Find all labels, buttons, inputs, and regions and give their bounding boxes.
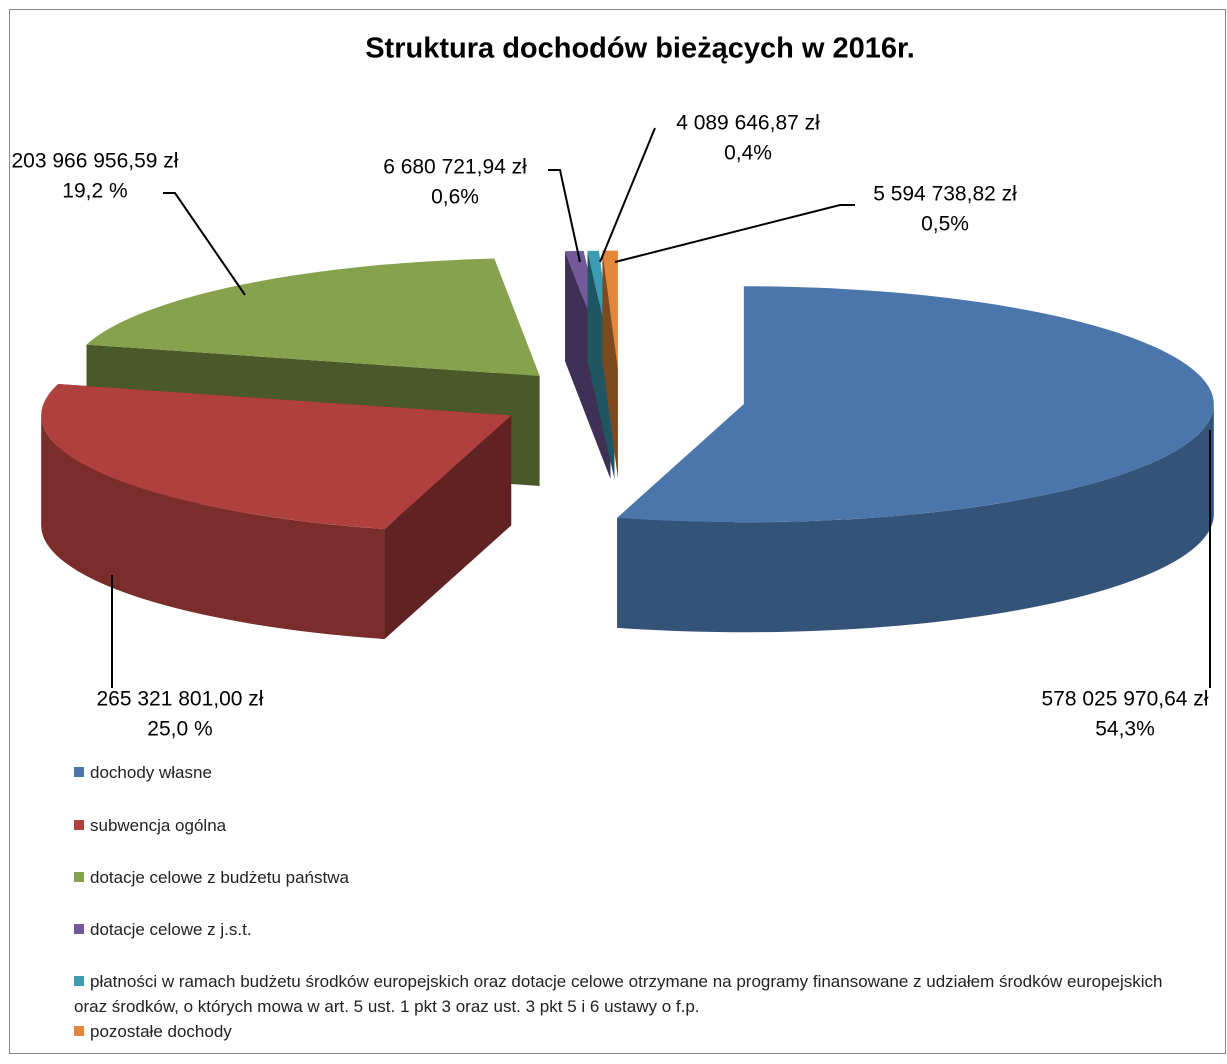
legend-label: płatności w ramach budżetu środków europ… [74, 972, 1163, 1016]
slice-top [617, 286, 1214, 523]
slice-top [602, 250, 618, 369]
data-label: 578 025 970,64 zł [1042, 688, 1209, 711]
legend-swatch [74, 872, 84, 882]
data-label: 6 680 721,94 zł [383, 156, 527, 179]
leader-line [614, 204, 855, 263]
percent-label: 0,5% [921, 213, 969, 236]
leader-line [599, 127, 656, 263]
legend-label: dotacje celowe z j.s.t. [90, 920, 252, 939]
slice-top [41, 384, 512, 530]
percent-label: 25,0 % [147, 718, 212, 741]
percent-label: 19,2 % [62, 180, 127, 203]
data-label: 4 089 646,87 zł [676, 112, 820, 135]
data-label: 203 966 956,59 zł [12, 150, 179, 173]
legend-item: dotacje celowe z budżetu państwa [74, 865, 1194, 890]
leader-line [548, 169, 581, 263]
legend-label: pozostałe dochody [90, 1022, 232, 1041]
legend-item: subwencja ogólna [74, 813, 1194, 838]
data-label: 265 321 801,00 zł [97, 688, 264, 711]
legend-item: pozostałe dochody [74, 1019, 1194, 1044]
percent-label: 0,6% [431, 186, 479, 209]
legend-label: dochody własne [90, 763, 212, 782]
percent-label: 0,4% [724, 142, 772, 165]
legend-swatch [74, 1026, 84, 1036]
legend-label: dotacje celowe z budżetu państwa [90, 868, 349, 887]
legend-swatch [74, 767, 84, 777]
slice-wall [617, 404, 1214, 633]
legend-item: płatności w ramach budżetu środków europ… [74, 969, 1194, 1019]
slice-side [602, 250, 618, 479]
legend-swatch [74, 976, 84, 986]
legend-swatch [74, 820, 84, 830]
percent-label: 54,3% [1095, 718, 1155, 741]
pie-slice [41, 384, 512, 640]
legend-label: subwencja ogólna [90, 816, 227, 835]
legend-item: dochody własne [74, 760, 1194, 785]
slice-top [86, 258, 540, 376]
data-label: 5 594 738,82 zł [873, 183, 1017, 206]
leader-line [163, 192, 246, 296]
pie-slice [617, 286, 1214, 633]
pie-slice [602, 250, 618, 479]
chart-title: Struktura dochodów bieżących w 2016r. [365, 33, 915, 65]
slice-wall [41, 415, 385, 640]
legend-item: dotacje celowe z j.s.t. [74, 917, 1194, 942]
legend-swatch [74, 924, 84, 934]
